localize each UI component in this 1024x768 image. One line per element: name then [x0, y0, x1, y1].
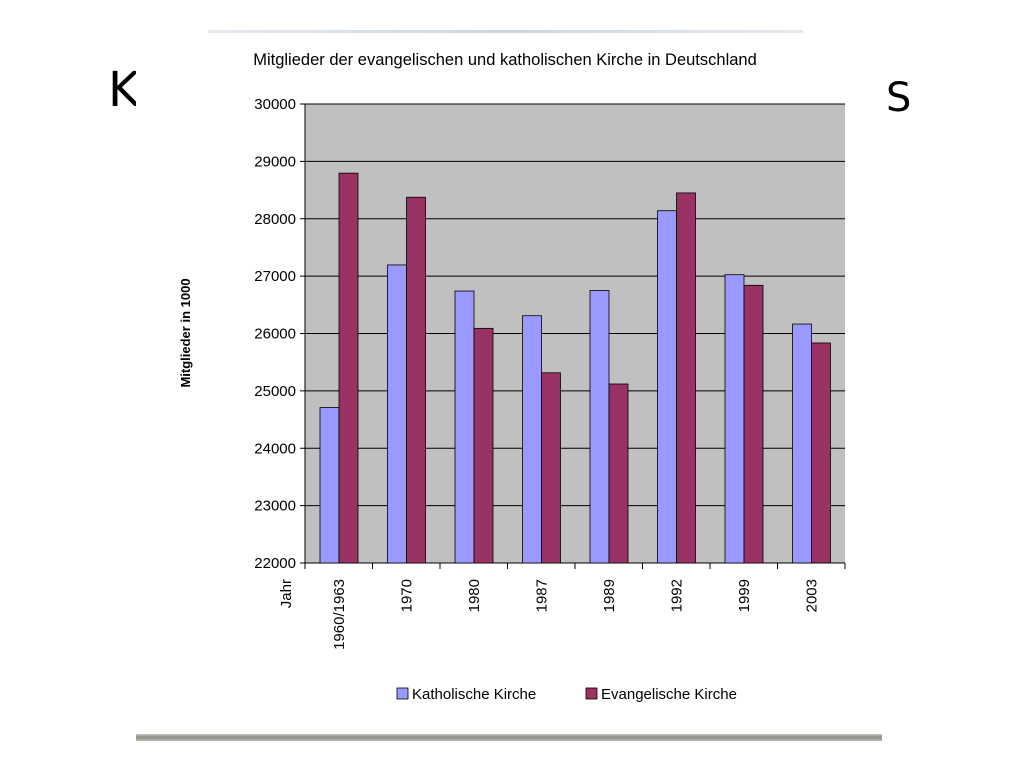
y-tick-label: 28000 [254, 211, 296, 228]
y-tick-label: 26000 [254, 326, 296, 343]
decorative-top-strip [208, 30, 803, 33]
x-tick-label: 1960/1963 [331, 579, 348, 650]
decorative-bottom-strip [136, 734, 882, 741]
legend-label: Katholische Kirche [412, 686, 536, 703]
bar-katholisch [319, 407, 340, 564]
bar-evangelisch [338, 172, 359, 564]
x-tick-label: 1980 [466, 579, 483, 612]
bar-katholisch [792, 323, 812, 564]
bar-evangelisch [811, 342, 831, 564]
x-tick-label: 2003 [803, 579, 820, 612]
x-tick-label: 1992 [668, 579, 685, 612]
bar-katholisch [724, 274, 745, 564]
y-axis-title: Mitglieder in 1000 [178, 278, 193, 387]
bar-evangelisch [743, 284, 764, 564]
y-tick-label: 23000 [254, 498, 296, 515]
bar-evangelisch [676, 192, 696, 564]
bar-katholisch [387, 264, 407, 564]
bar-evangelisch [473, 327, 494, 564]
bar-katholisch [522, 315, 542, 564]
bar-katholisch [454, 290, 475, 564]
y-tick-label: 25000 [254, 383, 296, 400]
y-tick-label: 29000 [254, 153, 296, 170]
y-tick-label: 24000 [254, 440, 296, 457]
slide-title-fragment-right: S [886, 75, 912, 121]
y-tick-label: 22000 [254, 555, 296, 572]
bar-evangelisch [541, 372, 561, 564]
chart-title: Mitglieder der evangelischen und katholi… [253, 51, 757, 69]
plot-area: 22000 23000 24000 25000 26000 27000 28000 29000… [254, 96, 846, 650]
legend-swatch-katholisch [396, 687, 409, 700]
bar-katholisch [589, 290, 610, 564]
bar-evangelisch [608, 383, 629, 564]
x-tick-label: 1970 [398, 579, 415, 612]
bar-evangelisch [406, 196, 426, 564]
legend-label: Evangelische Kirche [601, 686, 737, 703]
x-tick-label: 1987 [533, 579, 550, 612]
y-tick-label: 30000 [254, 96, 296, 113]
legend-swatch-evangelisch [585, 687, 598, 700]
x-axis-title: Jahr [278, 579, 295, 608]
bar-katholisch [657, 210, 677, 564]
legend: Katholische Kirche Evangelische Kirche [396, 686, 737, 703]
slide-title-fragment-left: K [108, 62, 140, 118]
x-tick-label: 1989 [601, 579, 618, 612]
x-tick-label: 1999 [736, 579, 753, 612]
y-tick-label: 27000 [254, 268, 296, 285]
